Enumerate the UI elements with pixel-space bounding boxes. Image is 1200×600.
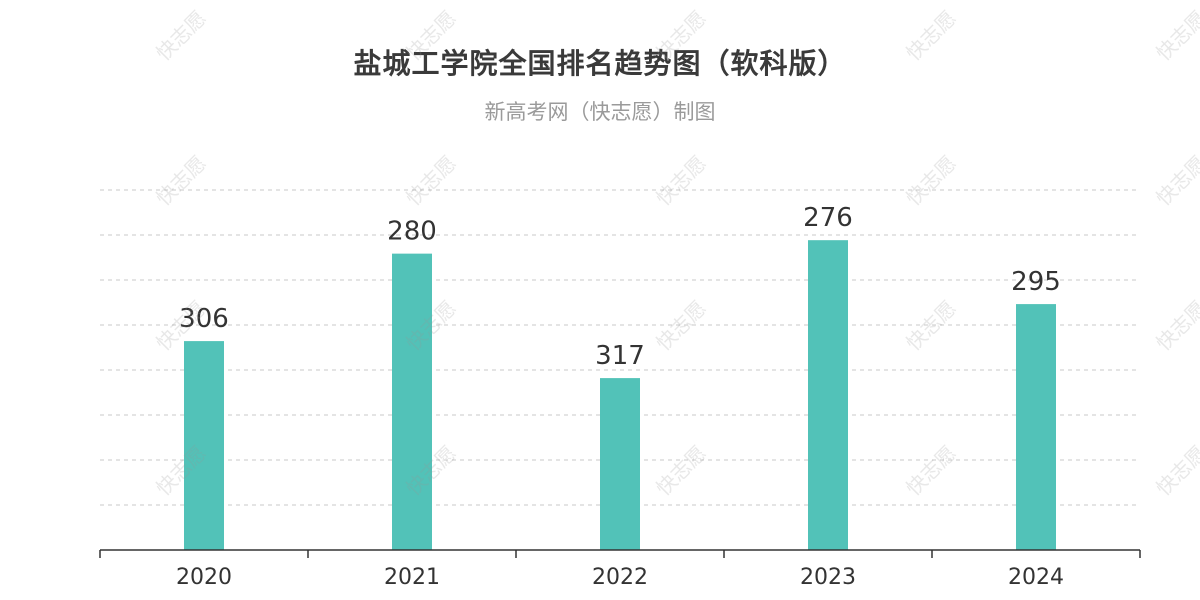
data-label: 295 (1011, 267, 1061, 297)
bar-2022 (600, 378, 640, 550)
x-tick-label: 2024 (1008, 565, 1064, 590)
bar-2023 (808, 240, 848, 550)
x-axis: 2020 2021 2022 2023 2024 (99, 549, 1141, 590)
data-label: 276 (803, 203, 853, 233)
x-tick-label: 2023 (800, 565, 856, 590)
data-label: 280 (387, 217, 437, 247)
data-label: 306 (179, 304, 229, 334)
data-label: 317 (595, 341, 645, 371)
chart-subtitle: 新高考网（快志愿）制图 (484, 100, 716, 124)
bar-2021 (392, 253, 432, 551)
chart-title: 盐城工学院全国排名趋势图（软科版） (353, 47, 847, 80)
x-tick-label: 2022 (592, 565, 648, 590)
x-tick-label: 2020 (176, 565, 232, 590)
bar-2024 (1016, 304, 1056, 550)
x-tick-label: 2021 (384, 565, 440, 590)
bars: 306 280 317 276 295 (179, 203, 1061, 551)
bar-2020 (184, 341, 224, 550)
